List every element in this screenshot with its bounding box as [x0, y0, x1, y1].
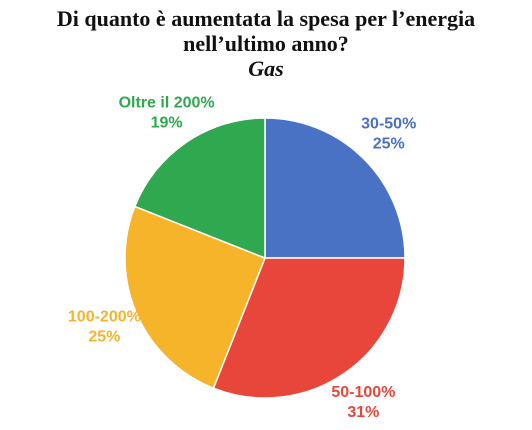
slice-label: 100-200% — [68, 309, 141, 326]
slice-label: Oltre il 200% — [119, 94, 215, 111]
value-label: 25% — [88, 329, 120, 346]
slice-label: 30-50% — [361, 115, 416, 132]
chart-title: Di quanto è aumentata la spesa per l’ene… — [56, 6, 476, 56]
pie-slice — [133, 117, 266, 260]
value-label: 31% — [347, 404, 379, 421]
chart-subtitle: Gas — [248, 56, 284, 81]
slice-label: 50-100% — [331, 384, 395, 401]
pie-slice — [212, 257, 406, 399]
pie-slice — [124, 205, 266, 390]
value-label: 19% — [151, 114, 183, 131]
pie-slice — [264, 117, 406, 259]
value-label: 25% — [373, 135, 405, 152]
